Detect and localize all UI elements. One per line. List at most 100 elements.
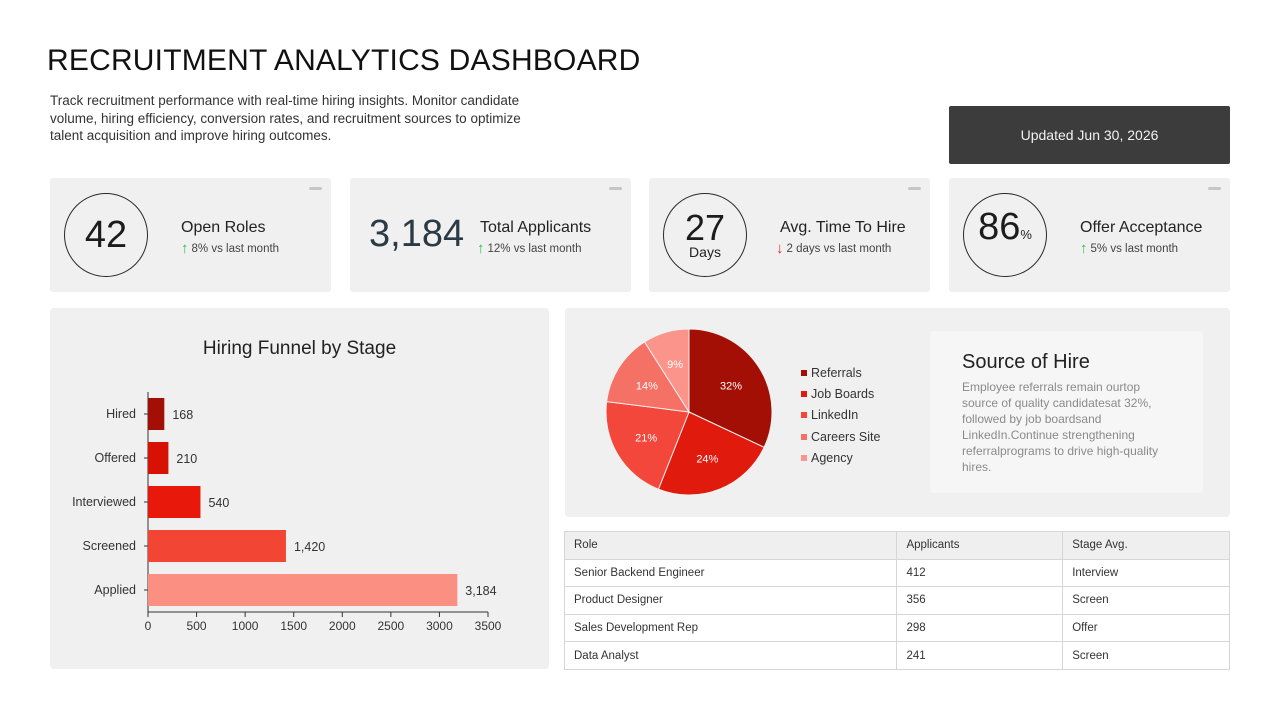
x-tick-label: 1000 xyxy=(232,619,259,633)
cell-role: Senior Backend Engineer xyxy=(563,558,898,588)
legend-swatch xyxy=(801,390,807,397)
legend-label: Referrals xyxy=(811,365,862,380)
x-tick-label: 1500 xyxy=(280,619,307,633)
kpi-delta-text: 2 days vs last month xyxy=(786,243,892,255)
source-pie-chart: 32% 24% 21% 14% 9% xyxy=(605,328,773,496)
cell-stage: Screen xyxy=(1062,641,1230,670)
kpi-delta: ↑ 8% vs last month xyxy=(181,241,280,256)
legend-swatch xyxy=(801,412,807,419)
funnel-bar[interactable] xyxy=(148,486,201,518)
funnel-bar[interactable] xyxy=(148,398,165,430)
category-label: Interviewed xyxy=(72,495,136,509)
kpi-open-roles: 42 Open Roles ↑ 8% vs last month xyxy=(50,178,331,292)
cell-stage: Interview xyxy=(1062,558,1230,588)
table-row[interactable]: Product Designer 356 Screen xyxy=(563,586,1230,615)
source-card: Source of Hire Employee referrals remain… xyxy=(930,331,1203,493)
kpi-delta-text: 8% vs last month xyxy=(191,243,280,255)
funnel-bar[interactable] xyxy=(148,442,169,474)
category-label: Applied xyxy=(94,583,136,597)
bar-value-label: 210 xyxy=(176,452,197,466)
column-header-stage[interactable]: Stage Avg. xyxy=(1062,531,1230,560)
cell-stage: Offer xyxy=(1062,613,1230,643)
legend-item[interactable]: Referrals xyxy=(801,362,880,383)
minimize-icon[interactable] xyxy=(309,187,322,190)
kpi-value: 42 xyxy=(84,214,128,256)
legend-label: Agency xyxy=(811,450,853,465)
kpi-circle: 86 % xyxy=(963,193,1047,277)
cell-role: Data Analyst xyxy=(563,641,898,670)
category-label: Offered xyxy=(95,451,137,465)
table-row[interactable]: Data Analyst 241 Screen xyxy=(563,641,1230,670)
pie-slice-agency[interactable] xyxy=(643,328,690,414)
kpi-time-to-hire: 27 Days Avg. Time To Hire ↓ 2 days vs la… xyxy=(649,178,930,292)
column-header-role[interactable]: Role xyxy=(563,531,898,560)
page-title: RECRUITMENT ANALYTICS DASHBOARD xyxy=(47,44,641,77)
legend-item[interactable]: Agency xyxy=(801,447,880,468)
cell-applicants: 412 xyxy=(896,558,1064,588)
kpi-delta-text: 12% vs last month xyxy=(487,243,582,255)
kpi-delta-text: 5% vs last month xyxy=(1090,243,1179,255)
category-label: Hired xyxy=(106,407,136,421)
kpi-total-applicants: 3,184 Total Applicants ↑ 12% vs last mon… xyxy=(350,178,631,292)
pie-slice-label: 14% xyxy=(636,380,658,392)
x-tick-label: 0 xyxy=(145,619,152,633)
arrow-down-icon: ↓ xyxy=(776,240,784,257)
table-header-row: Role Applicants Stage Avg. xyxy=(563,531,1230,560)
roles-table: Role Applicants Stage Avg. Senior Backen… xyxy=(563,531,1230,670)
kpi-delta: ↑ 12% vs last month xyxy=(477,241,582,256)
kpi-value: 27 xyxy=(684,207,726,248)
minimize-icon[interactable] xyxy=(1208,187,1221,190)
legend-item[interactable]: Careers Site xyxy=(801,426,880,447)
bar-value-label: 168 xyxy=(172,408,193,422)
pie-slice-linkedin[interactable] xyxy=(605,401,690,490)
hiring-funnel-panel: Hiring Funnel by Stage Hired 168 Offered 21… xyxy=(50,308,549,669)
kpi-label: Avg. Time To Hire xyxy=(780,219,906,236)
x-tick-label: 2500 xyxy=(378,619,405,633)
legend-item[interactable]: Job Boards xyxy=(801,383,880,404)
updated-badge: Updated Jun 30, 2026 xyxy=(949,106,1230,164)
pie-slice-label: 9% xyxy=(667,359,683,371)
legend-swatch xyxy=(801,369,807,376)
bar-value-label: 1,420 xyxy=(294,540,325,554)
kpi-unit: Days xyxy=(689,244,721,260)
legend-swatch xyxy=(801,454,807,461)
table-row[interactable]: Senior Backend Engineer 412 Interview xyxy=(563,558,1230,588)
pie-slice-job-boards[interactable] xyxy=(657,411,765,496)
pie-legend: Referrals Job Boards LinkedIn Careers Site A… xyxy=(801,362,880,468)
cell-role: Sales Development Rep xyxy=(563,613,898,643)
pie-slice-label: 32% xyxy=(720,380,742,392)
source-text: Employee referrals remain ourtop source … xyxy=(962,380,1159,474)
kpi-unit: % xyxy=(1020,227,1032,242)
pie-slice-careers-site[interactable] xyxy=(606,341,690,413)
source-title: Source of Hire xyxy=(962,351,1090,373)
cell-applicants: 356 xyxy=(896,586,1064,615)
pie-slice-referrals[interactable] xyxy=(688,328,773,449)
bar-value-label: 540 xyxy=(208,496,229,510)
kpi-value: 3,184 xyxy=(369,213,465,255)
legend-swatch xyxy=(801,433,807,440)
x-tick-label: 500 xyxy=(187,619,207,633)
column-header-applicants[interactable]: Applicants xyxy=(896,531,1064,560)
kpi-label: Offer Acceptance xyxy=(1080,219,1203,236)
pie-slice-label: 21% xyxy=(635,432,657,444)
chart-title: Hiring Funnel by Stage xyxy=(202,338,397,359)
cell-applicants: 241 xyxy=(896,641,1064,670)
legend-label: Job Boards xyxy=(811,386,875,401)
kpi-circle: 42 xyxy=(64,193,148,277)
kpi-delta: ↓ 2 days vs last month xyxy=(776,240,892,257)
legend-label: Careers Site xyxy=(811,429,881,444)
pie-slice-label: 24% xyxy=(696,453,718,465)
bar-value-label: 3,184 xyxy=(465,584,496,598)
x-tick-label: 3000 xyxy=(426,619,453,633)
funnel-bar[interactable] xyxy=(148,530,286,562)
minimize-icon[interactable] xyxy=(609,187,622,190)
kpi-label: Total Applicants xyxy=(480,219,592,236)
source-of-hire-panel: 32% 24% 21% 14% 9% Referrals Job Boards Linked… xyxy=(565,308,1230,517)
cell-applicants: 298 xyxy=(896,613,1064,643)
cell-stage: Screen xyxy=(1062,586,1230,615)
category-label: Screened xyxy=(82,539,136,553)
table-row[interactable]: Sales Development Rep 298 Offer xyxy=(563,613,1230,643)
funnel-bar[interactable] xyxy=(148,574,458,606)
minimize-icon[interactable] xyxy=(908,187,921,190)
legend-item[interactable]: LinkedIn xyxy=(801,405,880,426)
